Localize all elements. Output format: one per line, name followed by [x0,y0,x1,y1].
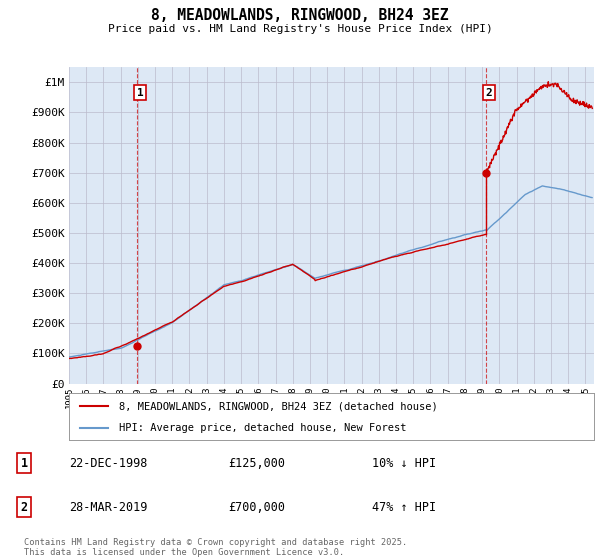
Text: 8, MEADOWLANDS, RINGWOOD, BH24 3EZ: 8, MEADOWLANDS, RINGWOOD, BH24 3EZ [151,8,449,24]
Text: Price paid vs. HM Land Registry's House Price Index (HPI): Price paid vs. HM Land Registry's House … [107,24,493,34]
Text: Contains HM Land Registry data © Crown copyright and database right 2025.
This d: Contains HM Land Registry data © Crown c… [24,538,407,557]
Text: 1: 1 [20,457,28,470]
Text: 1: 1 [137,87,143,97]
Text: 47% ↑ HPI: 47% ↑ HPI [372,501,436,514]
Text: 2: 2 [20,501,28,514]
Text: HPI: Average price, detached house, New Forest: HPI: Average price, detached house, New … [119,423,406,433]
Text: 8, MEADOWLANDS, RINGWOOD, BH24 3EZ (detached house): 8, MEADOWLANDS, RINGWOOD, BH24 3EZ (deta… [119,401,437,411]
Text: £700,000: £700,000 [228,501,285,514]
Text: 10% ↓ HPI: 10% ↓ HPI [372,457,436,470]
Text: 22-DEC-1998: 22-DEC-1998 [69,457,148,470]
Text: 2: 2 [485,87,492,97]
Text: 28-MAR-2019: 28-MAR-2019 [69,501,148,514]
Text: £125,000: £125,000 [228,457,285,470]
